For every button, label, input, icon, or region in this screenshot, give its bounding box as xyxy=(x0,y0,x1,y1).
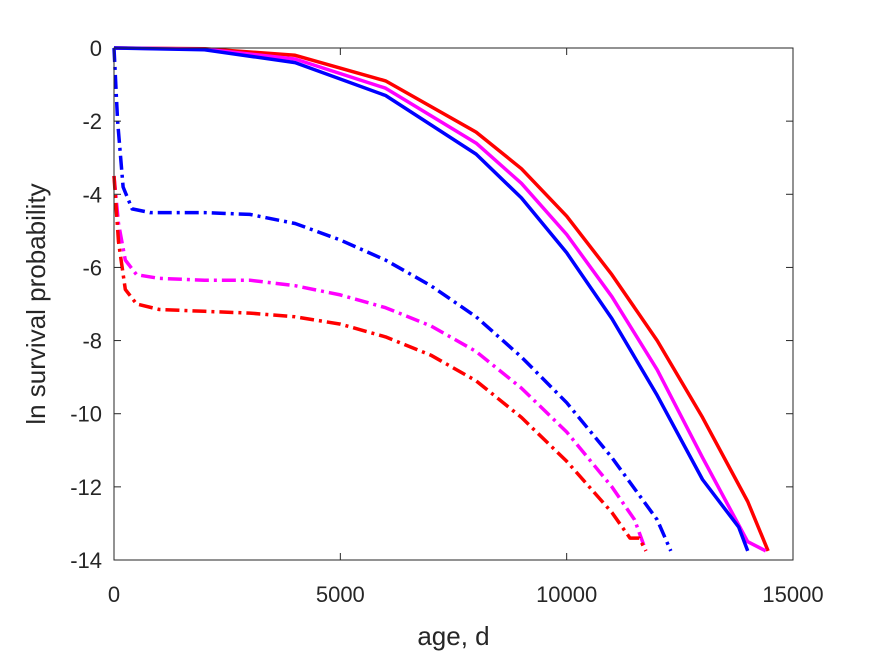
x-tick-label: 15000 xyxy=(762,582,823,607)
y-tick-label: -6 xyxy=(82,255,102,280)
plot-frame xyxy=(113,47,794,561)
series-line-6 xyxy=(112,175,648,552)
y-tick-label: -8 xyxy=(82,329,102,354)
x-tick-label: 0 xyxy=(108,582,120,607)
x-tick-label: 10000 xyxy=(536,582,597,607)
series-layer xyxy=(112,46,770,553)
y-tick-label: -12 xyxy=(70,475,102,500)
x-tick-label: 5000 xyxy=(316,582,365,607)
series-line-2 xyxy=(113,46,767,553)
series-line-1 xyxy=(113,46,770,552)
y-tick-label: -14 xyxy=(70,548,102,573)
y-tick-label: 0 xyxy=(90,36,102,61)
tick-layer: 0 5000 10000 15000 0 -2 -4 -6 -8 -10 -12 -14 xyxy=(70,36,823,607)
series-line-5 xyxy=(112,175,648,552)
plot-area xyxy=(114,48,793,560)
y-tick-label: -2 xyxy=(82,109,102,134)
y-tick-label: -10 xyxy=(70,402,102,427)
y-tick-label: -4 xyxy=(82,182,102,207)
series-line-4 xyxy=(112,47,673,552)
x-axis-title: age, d xyxy=(417,621,489,651)
y-axis-title: ln survival probability xyxy=(21,183,51,424)
series-line-3 xyxy=(113,46,750,552)
